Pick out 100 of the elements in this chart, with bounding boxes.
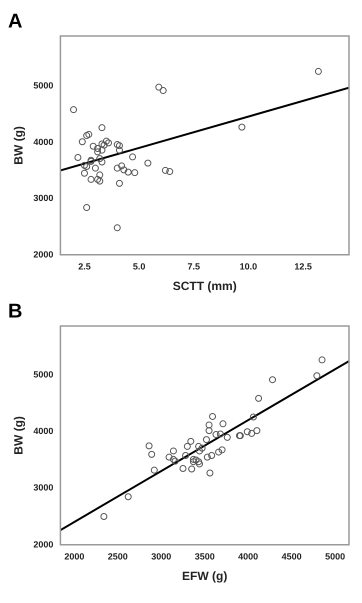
point <box>253 427 260 434</box>
point <box>269 376 276 384</box>
point <box>78 138 86 146</box>
y-tick-label: 4000 <box>33 136 54 147</box>
point <box>92 164 99 172</box>
point <box>98 124 106 132</box>
point <box>116 180 123 187</box>
point <box>182 452 190 459</box>
point <box>155 84 162 91</box>
x-tick-label: 12.5 <box>294 262 312 272</box>
point <box>179 464 186 472</box>
chart-title: B <box>8 300 22 323</box>
point <box>313 372 320 380</box>
y-tick-label: 2000 <box>33 249 54 260</box>
point <box>105 139 112 146</box>
x-tick-label: 4000 <box>238 552 258 562</box>
point <box>150 466 158 474</box>
point <box>131 169 138 176</box>
point <box>318 356 326 364</box>
point <box>98 146 106 154</box>
point <box>238 124 246 131</box>
x-tick-label: 10.0 <box>240 262 258 272</box>
point <box>80 170 88 177</box>
point <box>218 446 226 454</box>
point <box>250 414 257 421</box>
point <box>144 160 152 167</box>
point <box>148 450 156 458</box>
point <box>255 394 262 402</box>
point <box>96 155 104 162</box>
point <box>314 68 322 75</box>
point <box>118 162 126 170</box>
x-tick-label: 2000 <box>64 552 84 562</box>
point <box>160 87 167 94</box>
x-tick-label: 7.5 <box>188 262 200 272</box>
point <box>187 438 194 445</box>
x-tick-label: 4500 <box>282 552 302 562</box>
point <box>114 141 121 148</box>
point <box>88 176 95 183</box>
point <box>209 412 216 420</box>
x-tick-label: 2500 <box>108 552 128 562</box>
point <box>196 447 203 454</box>
point <box>170 456 177 463</box>
x-tick-label: 3000 <box>151 552 172 562</box>
point <box>244 428 251 436</box>
point <box>166 168 174 176</box>
point <box>74 154 82 161</box>
point <box>94 144 102 152</box>
y-axis-title: BW (g) <box>12 416 26 455</box>
point <box>100 513 108 520</box>
point <box>124 493 132 500</box>
point <box>206 421 213 428</box>
point <box>80 162 88 169</box>
point <box>98 140 106 148</box>
point <box>120 166 128 174</box>
point <box>96 178 104 185</box>
point <box>206 427 213 434</box>
y-tick-label: 3000 <box>33 193 54 204</box>
x-axis-title: EFW (g) <box>182 569 228 584</box>
point <box>190 456 197 463</box>
point <box>172 458 179 465</box>
point <box>70 106 78 114</box>
point <box>83 132 90 140</box>
point <box>215 448 222 456</box>
point <box>96 171 104 178</box>
point <box>146 442 153 450</box>
x-tick-label: 5000 <box>325 552 346 562</box>
point <box>116 146 123 154</box>
point <box>196 460 203 468</box>
point <box>170 447 177 454</box>
point <box>195 458 202 466</box>
point <box>248 430 256 437</box>
y-tick-label: 3000 <box>33 482 54 493</box>
point <box>116 142 123 150</box>
point <box>208 452 216 459</box>
point <box>114 224 121 232</box>
y-tick-label: 5000 <box>33 370 54 380</box>
point <box>98 158 106 166</box>
point <box>114 164 121 172</box>
point <box>202 436 210 444</box>
y-tick-label: 2000 <box>33 539 54 550</box>
x-axis-title: SCTT (mm) <box>172 279 237 294</box>
x-tick-label: 5.0 <box>132 262 146 272</box>
point <box>162 166 169 174</box>
x-tick-label: 3500 <box>194 552 215 562</box>
point <box>129 153 136 160</box>
point <box>124 168 132 176</box>
y-tick-label: 4000 <box>33 426 54 436</box>
chart-title: A <box>8 10 22 33</box>
point <box>212 431 220 438</box>
point <box>188 466 196 473</box>
point <box>94 148 102 156</box>
y-axis-title: BW (g) <box>12 126 26 165</box>
point <box>206 470 214 476</box>
point <box>190 458 197 466</box>
point <box>216 430 224 438</box>
y-tick-label: 5000 <box>33 80 54 91</box>
point <box>224 434 231 441</box>
point <box>83 204 90 212</box>
point <box>166 454 173 461</box>
point <box>102 138 110 145</box>
